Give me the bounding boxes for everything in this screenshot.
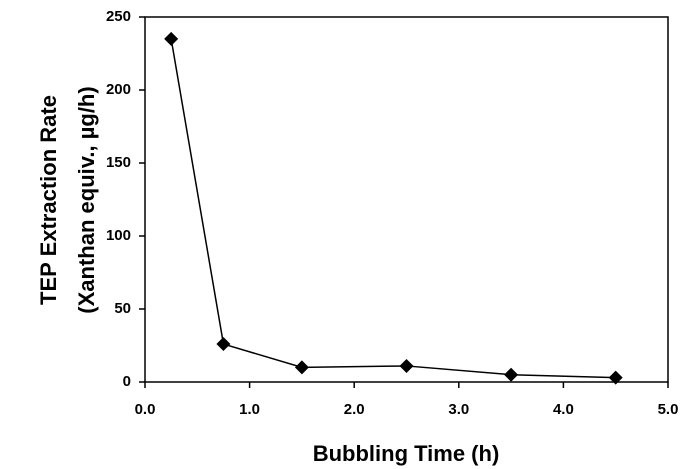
y-tick-label: 0: [123, 373, 131, 390]
plot-frame: [144, 16, 669, 383]
x-axis-title: Bubbling Time (h): [313, 441, 500, 466]
y-axis-title: (Xanthan equiv., µg/h): [74, 86, 99, 313]
y-tick-label: 50: [114, 300, 131, 317]
y-tick-label: 150: [106, 154, 131, 171]
marker: [504, 367, 519, 382]
marker: [164, 31, 179, 46]
x-tick-label: 1.0: [239, 401, 260, 418]
x-tick-label: 0.0: [135, 401, 156, 418]
x-tick-label: 3.0: [448, 401, 469, 418]
y-tick-label: 250: [106, 8, 131, 25]
marker: [399, 358, 414, 373]
line: [170, 38, 616, 379]
y-tick-label: 100: [106, 227, 131, 244]
marker: [294, 360, 309, 375]
x-tick-label: 2.0: [344, 401, 365, 418]
x-tick-label: 4.0: [553, 401, 574, 418]
x-tick-label: 5.0: [658, 401, 679, 418]
y-tick-label: 200: [106, 81, 131, 98]
y-axis-title: TEP Extraction Rate: [36, 95, 61, 305]
marker: [216, 337, 231, 352]
marker: [608, 370, 623, 385]
